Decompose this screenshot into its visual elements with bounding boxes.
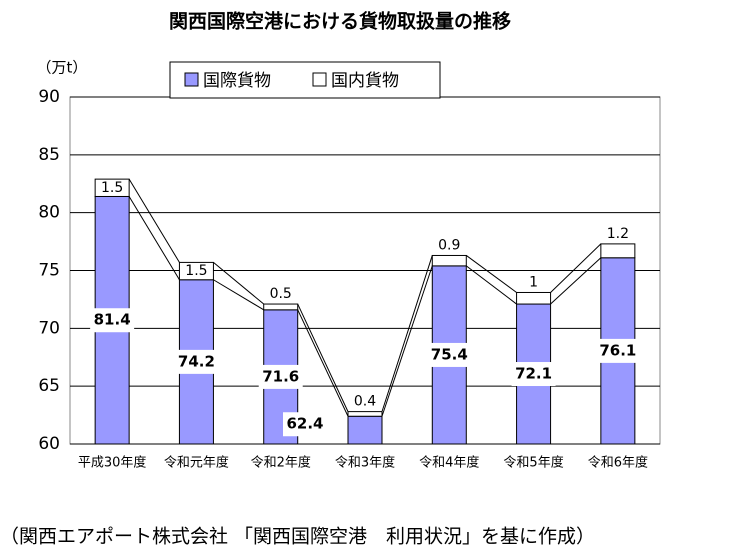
series-line [550,257,602,305]
label-bg [174,349,219,374]
data-label: 0.5 [270,286,292,302]
data-label: 1 [529,274,538,290]
data-label: 74.2 [178,352,215,370]
label-bg [258,364,303,389]
series-line [128,196,180,281]
y-tick-label: 70 [38,318,60,338]
bar-segment [178,261,214,281]
data-label: 0.9 [438,237,460,253]
legend-swatch [312,72,327,87]
series-line [381,265,433,417]
x-tick-label: 令和2年度 [251,455,311,471]
legend-swatch [184,72,199,87]
y-tick-label: 60 [38,434,60,454]
label-bg [511,362,556,387]
bar-segment [600,243,636,259]
legend-label: 国内貨物 [331,71,399,91]
legend-label: 国際貨物 [203,71,271,91]
bar-segment [263,303,299,311]
x-tick-label: 令和3年度 [335,455,395,471]
bar-segment [516,291,552,305]
data-label: 72.1 [515,365,552,383]
data-label: 1.5 [185,263,207,279]
series-line [213,279,264,311]
series-line [128,178,180,263]
data-label: 1.5 [101,180,123,196]
series-line [465,265,517,305]
data-label: 1.2 [607,226,629,242]
label-bg [283,412,327,437]
bar-segment [347,415,383,445]
series-line [465,255,517,293]
legend-box [169,61,441,99]
y-tick-label: 90 [38,87,60,107]
bar-segment [431,254,467,267]
y-tick-label: 65 [38,376,60,396]
series-line [381,255,433,412]
x-tick-label: 平成30年度 [78,455,147,471]
series-line [213,262,265,305]
data-label: 75.4 [431,345,468,363]
x-tick-label: 令和元年度 [164,455,229,471]
series-line [550,243,602,293]
y-axis-label: （万t） [37,59,88,77]
data-label: 76.1 [599,341,636,359]
label-bg [427,342,472,367]
data-label: 71.6 [262,367,299,385]
source-note: （関西エアポート株式会社 「関西国際空港 利用状況」を基に作成） [0,526,595,548]
x-tick-label: 令和6年度 [588,455,648,471]
bar-segment [347,411,383,417]
bar-segment [94,178,130,197]
y-tick-label: 80 [38,203,60,223]
data-label: 0.4 [354,394,376,410]
label-bg [595,338,640,363]
series-line [297,303,349,412]
y-tick-label: 75 [38,261,60,281]
x-tick-label: 令和4年度 [419,455,479,471]
series-line [297,309,349,417]
data-label: 62.4 [286,415,323,433]
x-tick-label: 令和5年度 [503,455,563,471]
data-label: 81.4 [94,311,131,329]
chart-title: 関西国際空港における貨物取扱量の推移 [169,10,511,33]
y-tick-label: 85 [38,145,60,165]
label-bg [90,308,135,333]
